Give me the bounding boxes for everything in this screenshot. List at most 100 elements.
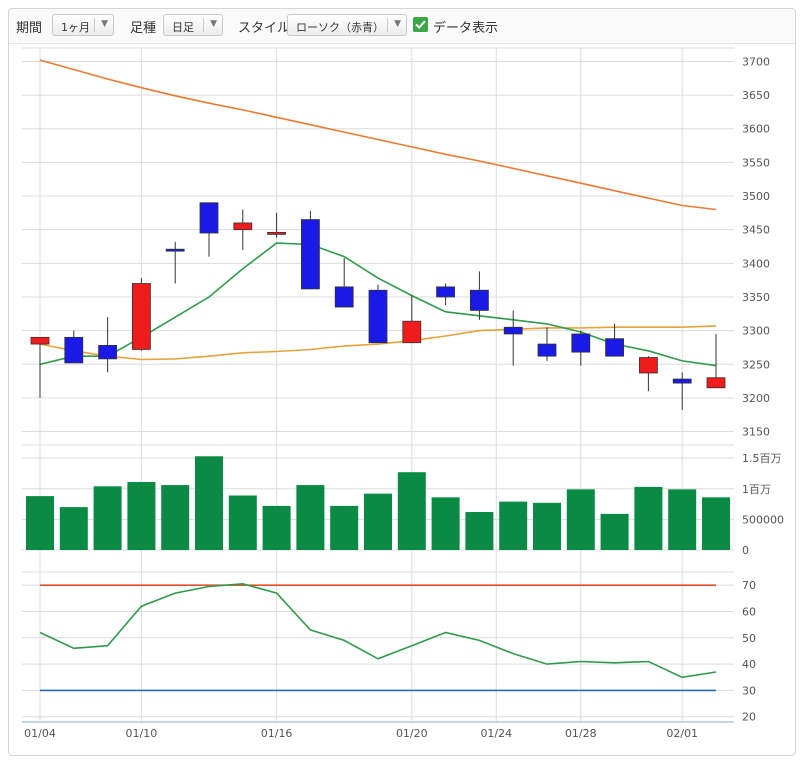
volume-bar [566, 489, 595, 550]
style-label: スタイル [238, 21, 291, 36]
volume-bar [364, 493, 392, 550]
candlestick [605, 323, 624, 357]
x-tick-label: 01/04 [24, 727, 56, 740]
candlestick [98, 317, 117, 373]
volume-bar [533, 502, 561, 550]
candle-body [368, 289, 388, 344]
volume-bar [195, 456, 223, 550]
volume-bar [702, 497, 730, 550]
candlestick [537, 327, 557, 361]
price-tick-label: 3600 [742, 123, 770, 136]
candle-body [165, 248, 185, 252]
price-tick-label: 3450 [742, 224, 770, 237]
volume-tick-label: 500000 [742, 513, 784, 526]
candle-body [30, 336, 50, 345]
volume-bar [397, 472, 426, 550]
price-pane [30, 59, 726, 411]
candle-body [469, 289, 489, 311]
volume-bar [228, 495, 257, 550]
candle-body [503, 326, 523, 335]
candlestick [267, 212, 287, 238]
oscillator-tick-label: 40 [742, 658, 756, 671]
volume-bar [262, 505, 291, 550]
candle-body [706, 377, 726, 389]
candle-body [199, 202, 219, 234]
period-label: 期間 [16, 21, 43, 36]
candlestick [503, 310, 523, 366]
volume-bar [499, 501, 528, 550]
volume-pane [26, 456, 730, 550]
select-divider [203, 18, 204, 32]
candle-body [98, 345, 117, 360]
candle-body [639, 357, 658, 374]
axis-labels: 3150 3200 3250 3300 3350 3400 3450 3500 3550 3600… [24, 55, 784, 740]
bar-type-select[interactable]: 日足 ▼ [163, 14, 223, 36]
candle-body [64, 336, 84, 364]
volume-bar [431, 497, 460, 550]
candlestick [672, 372, 692, 411]
period-select[interactable]: 1ヶ月 ▼ [52, 14, 114, 36]
volume-tick-label: 1百万 [742, 483, 771, 496]
oscillator-pane [39, 582, 717, 692]
price-tick-label: 3650 [742, 89, 770, 102]
oscillator-tick-label: 50 [742, 632, 756, 645]
volume-bar [161, 485, 190, 550]
x-tick-label: 01/16 [261, 727, 293, 740]
candlestick [571, 330, 591, 366]
chevron-down-icon: ▼ [101, 19, 108, 29]
candlestick [334, 257, 354, 308]
select-divider [94, 18, 95, 32]
oscillator-tick-label: 70 [742, 579, 756, 592]
candlestick [199, 202, 219, 257]
candlestick [131, 278, 151, 351]
candlestick [233, 209, 253, 250]
candlestick [64, 330, 84, 364]
price-tick-label: 3550 [742, 156, 770, 169]
volume-tick-label: 1.5百万 [742, 452, 782, 465]
candlestick [436, 283, 456, 306]
candle-body [436, 286, 456, 298]
candle-body [334, 286, 354, 308]
x-tick-label: 01/10 [126, 727, 158, 740]
moving-average-mid-line [39, 325, 717, 361]
candlestick [402, 295, 422, 344]
candlestick [30, 336, 50, 398]
candle-body [300, 219, 320, 290]
moving-average-long-line [39, 59, 717, 211]
oscillator-tick-label: 20 [742, 711, 756, 724]
volume-bar [26, 496, 54, 550]
data-display-label: データ表示 [433, 21, 499, 36]
candlestick [368, 284, 388, 344]
bar-type-select-value: 日足 [172, 21, 194, 34]
bar-type-label: 足種 [130, 21, 157, 36]
volume-bar [127, 482, 156, 550]
period-select-value: 1ヶ月 [61, 21, 90, 34]
price-tick-label: 3200 [742, 392, 770, 405]
data-display-checkbox[interactable] [413, 17, 428, 32]
volume-bar [330, 505, 359, 550]
price-tick-label: 3700 [742, 55, 770, 68]
volume-bar [465, 512, 494, 550]
price-tick-label: 3350 [742, 291, 770, 304]
volume-bar [93, 486, 122, 550]
x-tick-label: 01/24 [480, 727, 512, 740]
price-tick-label: 3500 [742, 190, 770, 203]
moving-average-short-line [39, 242, 717, 367]
chart-toolbar: 期間 1ヶ月 ▼ 足種 日足 ▼ スタイル ローソク（赤青） ▼ データ表示 [9, 9, 795, 44]
oscillator-tick-label: 60 [742, 605, 756, 618]
candle-body [571, 333, 591, 353]
style-select[interactable]: ローソク（赤青） ▼ [287, 14, 407, 36]
volume-bar [296, 485, 325, 550]
candlestick [469, 271, 489, 320]
candle-body [233, 222, 253, 231]
oscillator-tick-label: 30 [742, 684, 756, 697]
chevron-down-icon: ▼ [210, 19, 217, 29]
chevron-down-icon: ▼ [394, 19, 401, 29]
volume-bar [634, 486, 663, 550]
candlestick [165, 241, 185, 284]
candle-body [537, 343, 557, 357]
candle-body [672, 378, 692, 384]
price-tick-label: 3400 [742, 257, 770, 270]
candlestick [639, 356, 658, 392]
candlestick [300, 210, 320, 290]
